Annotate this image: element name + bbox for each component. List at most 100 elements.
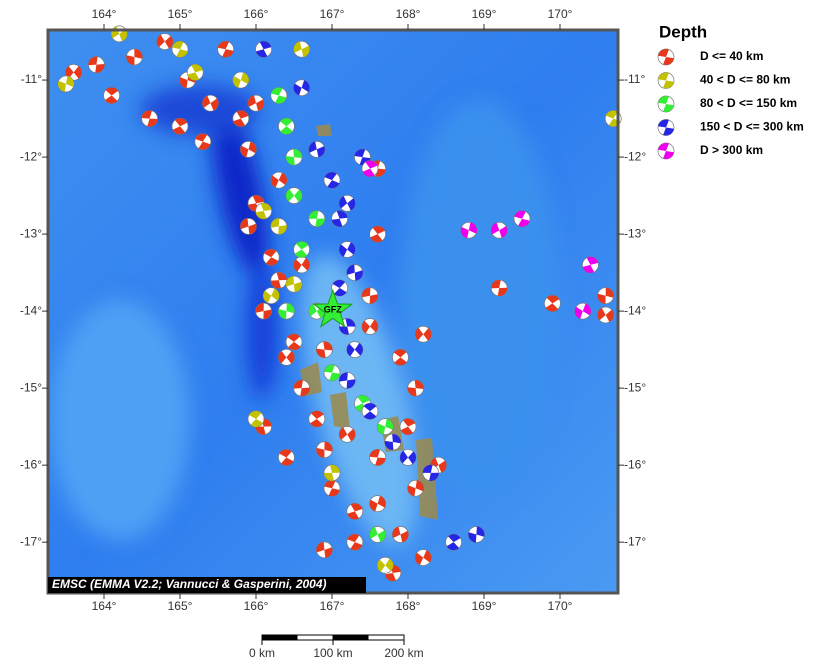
earthquake bbox=[338, 372, 356, 389]
earthquake bbox=[255, 40, 272, 58]
beachball-quadrant bbox=[240, 218, 257, 235]
scale-label: 200 km bbox=[384, 646, 423, 660]
earthquake bbox=[293, 256, 310, 274]
beachball-quadrant bbox=[286, 276, 302, 293]
beachball-quadrant bbox=[363, 403, 377, 420]
lon-label-top: 169° bbox=[472, 7, 497, 21]
beachball-quadrant bbox=[187, 64, 203, 81]
earthquake bbox=[346, 264, 364, 281]
beachball-quadrant bbox=[574, 303, 591, 319]
legend-label: 40 < D <= 80 km bbox=[700, 73, 790, 87]
earthquake bbox=[399, 418, 417, 435]
earthquake bbox=[414, 549, 432, 566]
beachball-quadrant bbox=[430, 457, 447, 473]
legend-label: D <= 40 km bbox=[700, 49, 763, 63]
beachball-quadrant bbox=[331, 210, 348, 227]
beachball-quadrant bbox=[279, 449, 294, 466]
lat-label-right: -13° bbox=[624, 226, 646, 240]
beachball-quadrant bbox=[255, 203, 272, 219]
beachball-quadrant bbox=[658, 143, 674, 159]
beachball-quadrant bbox=[172, 41, 188, 58]
earthquake bbox=[399, 449, 417, 466]
beachball-quadrant bbox=[597, 287, 614, 304]
earthquake bbox=[232, 71, 250, 89]
earthquake bbox=[141, 110, 158, 127]
earthquake bbox=[240, 218, 257, 235]
earthquake bbox=[407, 479, 424, 497]
earthquake bbox=[240, 141, 257, 158]
earthquake bbox=[369, 495, 386, 513]
beachball-quadrant bbox=[195, 133, 211, 150]
earthquake bbox=[171, 117, 189, 135]
earthquake bbox=[316, 341, 333, 358]
beachball-quadrant bbox=[369, 449, 386, 466]
beachball-quadrant bbox=[293, 258, 310, 272]
lon-label-top: 167° bbox=[320, 7, 345, 21]
earthquake bbox=[194, 133, 212, 151]
earthquake bbox=[346, 533, 364, 551]
earthquake bbox=[346, 503, 364, 520]
beachball-quadrant bbox=[354, 149, 371, 166]
earthquake bbox=[308, 410, 326, 428]
earthquake bbox=[103, 87, 120, 104]
earthquake bbox=[262, 287, 280, 305]
beachball-quadrant bbox=[172, 118, 188, 135]
beachball-quadrant bbox=[270, 272, 287, 289]
earthquake bbox=[285, 148, 303, 166]
earthquake bbox=[338, 425, 356, 443]
beachball-quadrant bbox=[263, 288, 280, 303]
scale-label: 100 km bbox=[313, 646, 352, 660]
earthquake bbox=[255, 302, 272, 320]
earthquake bbox=[171, 40, 189, 58]
earthquake bbox=[110, 25, 128, 43]
scale-bar-segment bbox=[333, 635, 369, 640]
earthquake bbox=[217, 40, 234, 58]
earthquake bbox=[270, 218, 288, 235]
beachball-quadrant bbox=[514, 210, 530, 227]
beachball-quadrant bbox=[545, 295, 560, 312]
beachball-quadrant bbox=[57, 76, 75, 92]
lat-label-left: -11° bbox=[21, 72, 42, 86]
earthquake bbox=[346, 341, 364, 358]
earthquake bbox=[262, 248, 280, 266]
beachball-quadrant bbox=[460, 222, 477, 239]
beachball-quadrant bbox=[658, 49, 674, 65]
earthquake bbox=[338, 194, 356, 212]
earthquake bbox=[361, 287, 379, 305]
earthquake bbox=[331, 279, 348, 297]
legend-title: Depth bbox=[659, 22, 707, 41]
earthquake bbox=[316, 441, 333, 459]
legend-label: 80 < D <= 150 km bbox=[700, 96, 797, 110]
lon-label-bottom: 166° bbox=[244, 599, 269, 613]
beachball-quadrant bbox=[407, 380, 424, 397]
beachball-quadrant bbox=[491, 222, 508, 238]
beachball-quadrant bbox=[415, 327, 432, 341]
earthquake bbox=[490, 279, 508, 297]
earthquake bbox=[407, 379, 424, 397]
beachball-quadrant bbox=[287, 333, 301, 350]
beachball-quadrant bbox=[355, 395, 370, 412]
earthquake bbox=[308, 210, 326, 228]
beachball-quadrant bbox=[248, 195, 264, 212]
earthquake bbox=[247, 410, 265, 428]
beachball-quadrant bbox=[316, 341, 333, 358]
beachball-quadrant bbox=[316, 441, 333, 458]
earthquake bbox=[232, 110, 250, 127]
earthquake bbox=[369, 449, 386, 466]
lon-label-bottom: 170° bbox=[548, 599, 573, 613]
beachball-quadrant bbox=[126, 48, 143, 66]
beachball-quadrant bbox=[308, 141, 325, 158]
earthquake bbox=[392, 526, 409, 543]
earthquake bbox=[285, 275, 303, 293]
earthquake bbox=[460, 221, 478, 239]
earthquake bbox=[323, 364, 341, 382]
earthquake bbox=[278, 302, 295, 320]
earthquake bbox=[270, 87, 288, 104]
earthquake bbox=[308, 141, 326, 158]
beachball-quadrant bbox=[278, 351, 295, 364]
beachball-quadrant bbox=[369, 526, 386, 542]
earthquake bbox=[392, 348, 409, 366]
beachball-quadrant bbox=[392, 526, 409, 543]
